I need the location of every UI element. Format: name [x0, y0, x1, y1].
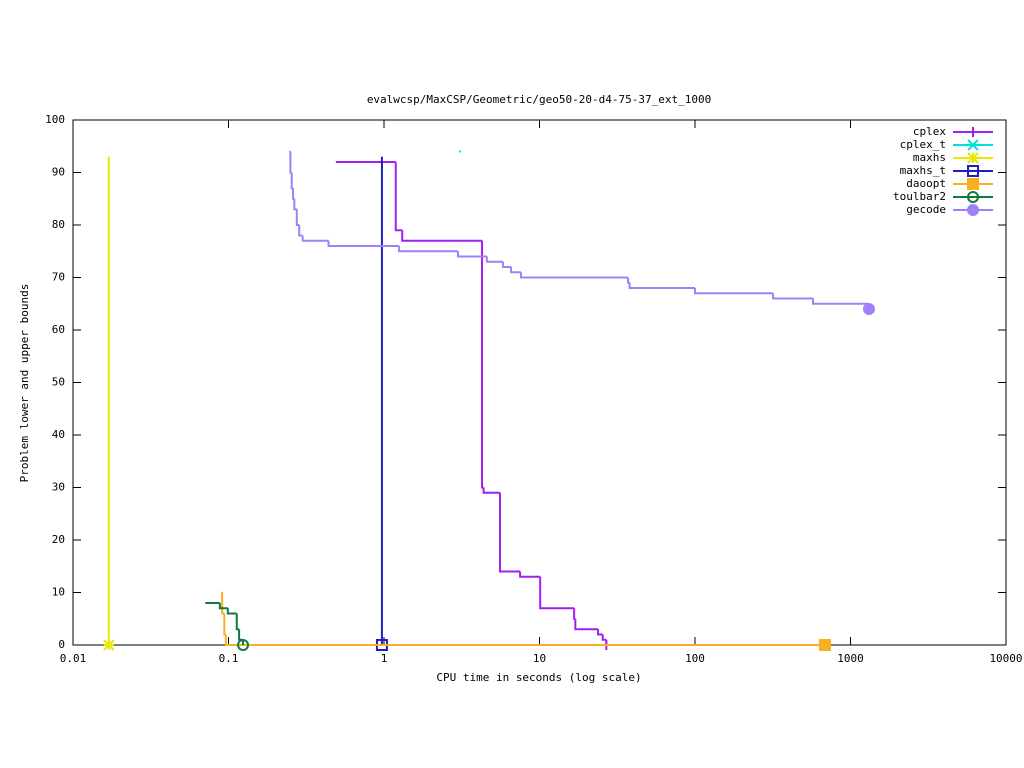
- step-segment: [223, 613, 226, 636]
- y-tick-label: 80: [52, 218, 65, 231]
- marker: [967, 204, 979, 216]
- step-segment: [293, 198, 297, 211]
- marker: [968, 127, 978, 137]
- step-segment: [327, 240, 400, 247]
- y-tick-label: 0: [58, 638, 65, 651]
- step-segment: [456, 251, 487, 258]
- step-segment: [398, 246, 458, 253]
- step-segment: [238, 629, 244, 641]
- step-segment: [394, 162, 403, 232]
- y-axis-label: Problem lower and upper bounds: [18, 284, 31, 483]
- chart-title: evalwcsp/MaxCSP/Geometric/geo50-20-d4-75…: [367, 93, 711, 106]
- step-segment: [574, 618, 599, 631]
- step-segment: [501, 261, 512, 268]
- step-segment: [221, 592, 225, 615]
- y-tick-label: 100: [45, 113, 65, 126]
- y-tick-label: 10: [52, 586, 65, 599]
- step-segment: [539, 576, 575, 610]
- step-segment: [301, 235, 329, 242]
- step-segment: [601, 634, 607, 641]
- step-segment: [519, 272, 629, 279]
- step-segment: [290, 172, 294, 190]
- marker: [103, 639, 115, 651]
- legend-label: maxhs: [913, 151, 946, 164]
- step-segment: [694, 288, 774, 295]
- step-segment: [812, 298, 869, 305]
- step-segment: [628, 282, 695, 289]
- legend-label: maxhs_t: [900, 164, 946, 177]
- marker: [967, 165, 979, 177]
- x-tick-label: 0.1: [219, 652, 239, 665]
- step-segment: [298, 225, 303, 237]
- step-segment: [597, 629, 603, 636]
- y-tick-label: 20: [52, 533, 65, 546]
- legend-label: gecode: [906, 203, 946, 216]
- step-segment: [772, 293, 814, 300]
- step-segment: [292, 188, 295, 200]
- marker: [967, 178, 979, 190]
- x-axis-label: CPU time in seconds (log scale): [436, 671, 641, 684]
- x-tick-label: 0.01: [60, 652, 87, 665]
- step-segment: [295, 209, 300, 226]
- legend-label: toulbar2: [893, 190, 946, 203]
- y-tick-label: 40: [52, 428, 65, 441]
- y-tick-label: 30: [52, 481, 65, 494]
- x-tick-label: 1000: [837, 652, 864, 665]
- step-segment: [498, 492, 521, 573]
- plot-frame: [72, 119, 1007, 646]
- y-tick-label: 90: [52, 166, 65, 179]
- x-tick-label: 10000: [989, 652, 1022, 665]
- step-segment: [573, 608, 576, 620]
- step-segment: [627, 277, 630, 284]
- x-tick-label: 100: [685, 652, 705, 665]
- marker: [818, 639, 831, 651]
- step-segment: [226, 608, 237, 615]
- step-segment: [289, 151, 292, 174]
- marker: [967, 139, 979, 151]
- step-segment: [481, 240, 484, 489]
- x-tick-label: 1: [381, 652, 388, 665]
- step-segment: [510, 267, 521, 274]
- legend-label: cplex: [913, 125, 946, 138]
- step-segment: [218, 603, 228, 610]
- step-segment: [401, 230, 483, 242]
- legend-label: cplex_t: [900, 138, 946, 151]
- step-segment: [224, 634, 825, 646]
- point: [458, 150, 461, 153]
- y-tick-label: 70: [52, 271, 65, 284]
- legend-label: daoopt: [906, 177, 946, 190]
- y-tick-label: 60: [52, 323, 65, 336]
- step-segment: [482, 487, 500, 494]
- marker: [862, 303, 875, 315]
- y-tick-label: 50: [52, 376, 65, 389]
- marker: [967, 191, 979, 203]
- step-segment: [519, 571, 541, 578]
- x-tick-label: 10: [533, 652, 546, 665]
- marker: [375, 639, 388, 651]
- step-segment: [235, 613, 240, 631]
- marker: [967, 152, 979, 164]
- step-segment: [485, 256, 503, 263]
- marker: [237, 639, 250, 651]
